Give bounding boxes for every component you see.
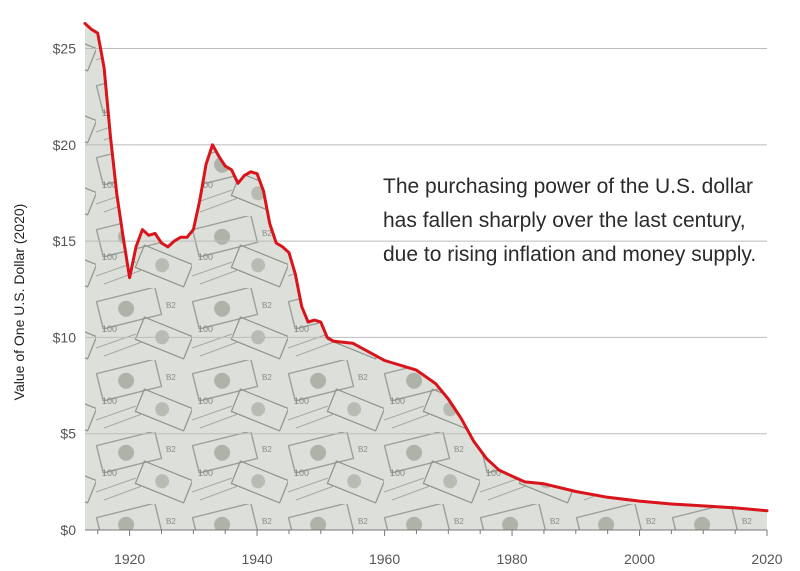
y-tick-label: $25 — [53, 41, 77, 57]
x-tick-label: 2020 — [751, 551, 782, 567]
y-axis-label: Value of One U.S. Dollar (2020) — [11, 204, 27, 401]
x-tick-label: 1920 — [114, 551, 145, 567]
x-tick-label: 1960 — [369, 551, 400, 567]
y-tick-label: $5 — [60, 426, 76, 442]
x-tick-label: 1980 — [496, 551, 527, 567]
chart-annotation: The purchasing power of the U.S. dollar … — [383, 175, 757, 266]
y-tick-label: $0 — [60, 522, 76, 538]
x-tick-label: 1940 — [242, 551, 273, 567]
y-tick-label: $10 — [53, 329, 77, 345]
y-tick-label: $20 — [53, 137, 77, 153]
series-line — [83, 22, 769, 513]
y-tick-label: $15 — [53, 233, 77, 249]
area-fill — [85, 23, 767, 530]
x-tick-label: 2000 — [624, 551, 655, 567]
